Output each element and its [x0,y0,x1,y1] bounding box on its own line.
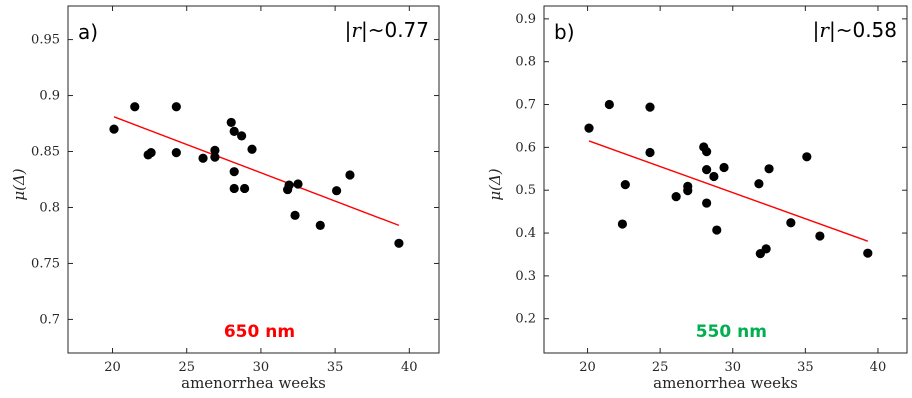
data-point-a-12 [229,183,239,194]
data-point-a-19 [293,179,303,189]
fit-line-b [588,140,869,242]
y-axis-label-b: μ(Δ) [486,168,504,200]
scatter-points-b [584,99,873,259]
data-point-a-7 [210,145,220,155]
wavelength-label-a: 650 nm [224,322,295,342]
regression-line-a [113,116,400,227]
data-point-b-22 [815,231,825,241]
data-point-a-14 [239,183,250,194]
x-ticks-a: 20 25 30 35 40 [104,6,418,375]
data-point-b-3 [620,180,630,190]
x-tick-label-a-3: 35 [327,360,344,375]
data-point-b-8 [683,186,693,196]
plot-frame-b [543,5,908,354]
y-tick-label-a-5: 0.95 [31,33,60,48]
x-axis-label-a: amenorrhea weeks [181,374,326,392]
y-tick-label-a-3: 0.85 [31,145,60,160]
data-point-b-1 [604,99,614,110]
y-tick-label-b-3: 0.5 [515,183,536,198]
data-point-a-15 [247,144,257,154]
data-point-a-3 [146,148,156,158]
panel-label-b: b) [554,20,575,44]
data-point-b-6 [671,192,681,202]
data-point-a-0 [109,124,119,134]
data-point-a-23 [394,238,404,248]
plot-frame-a [67,5,440,354]
scatter-points-a [109,102,404,248]
x-tick-label-b-3: 35 [797,360,814,375]
data-point-a-11 [229,167,239,177]
data-point-a-5 [171,148,181,158]
data-point-b-19 [764,164,774,174]
data-point-b-20 [786,218,796,228]
data-point-a-20 [315,220,325,230]
x-tick-label-a-2: 30 [253,360,270,375]
data-point-a-1 [130,102,140,112]
data-point-a-17 [284,180,294,190]
data-point-b-10 [702,147,712,157]
y-tick-label-b-0: 0.2 [515,312,536,327]
data-point-b-18 [761,244,771,254]
data-point-a-13 [237,131,247,141]
y-tick-label-b-2: 0.4 [515,226,536,241]
data-point-a-10 [229,126,239,136]
y-tick-label-b-7: 0.9 [515,12,536,27]
y-tick-label-b-4: 0.6 [515,140,536,155]
correlation-label-b: |r|~0.58 [813,18,897,42]
x-axis-label-b: amenorrhea weeks [653,374,798,392]
x-tick-label-b-2: 30 [724,360,741,375]
data-point-a-4 [171,102,181,112]
data-point-a-18 [290,210,300,220]
data-point-b-4 [645,102,655,112]
y-tick-label-a-1: 0.75 [31,256,60,271]
data-point-a-6 [198,153,208,163]
data-point-a-9 [226,117,236,128]
x-tick-label-a-4: 40 [401,360,418,375]
x-tick-label-b-1: 25 [652,360,669,375]
x-tick-label-a-1: 25 [178,360,195,375]
panel-label-a: a) [78,20,98,44]
data-point-b-23 [863,248,873,258]
y-tick-label-b-6: 0.8 [515,55,536,70]
y-tick-label-b-5: 0.7 [515,98,536,113]
data-point-b-0 [584,123,594,133]
data-point-b-12 [702,198,712,208]
data-point-b-2 [617,219,628,229]
wavelength-label-b: 550 nm [696,322,767,342]
fit-line-a [113,116,400,227]
chart-panel-a: 20 25 30 35 40 0.7 0.75 0.8 0.85 0.9 0.95 a) |r|~… [10,5,440,392]
data-point-a-21 [332,186,342,196]
y-tick-label-a-0: 0.7 [39,312,60,327]
data-point-b-13 [709,171,719,182]
data-point-a-8 [210,152,220,162]
data-point-b-16 [754,179,764,189]
y-tick-label-a-2: 0.8 [39,200,60,215]
chart-panel-b: 20 25 30 35 40 0.2 0.3 0.4 0.5 0.6 0.7 0.8 0.9 b) |… [486,5,908,392]
data-point-b-15 [719,162,729,173]
data-point-b-14 [712,225,722,235]
y-axis-label-a: μ(Δ) [10,168,28,200]
y-tick-label-b-1: 0.3 [515,269,536,284]
y-tick-label-a-4: 0.9 [39,89,60,104]
y-ticks-b: 0.2 0.3 0.4 0.5 0.6 0.7 0.8 0.9 [515,12,907,327]
regression-line-b [588,140,869,242]
y-ticks-a: 0.7 0.75 0.8 0.85 0.9 0.95 [31,33,439,327]
x-tick-label-b-4: 40 [870,360,887,375]
x-tick-label-a-0: 20 [104,360,121,375]
x-ticks-b: 20 25 30 35 40 [579,6,886,375]
data-point-b-11 [702,165,712,175]
data-point-b-21 [802,152,812,162]
data-point-a-22 [345,170,355,180]
data-point-b-5 [645,147,655,158]
correlation-label-a: |r|~0.77 [345,18,429,42]
x-tick-label-b-0: 20 [579,360,596,375]
